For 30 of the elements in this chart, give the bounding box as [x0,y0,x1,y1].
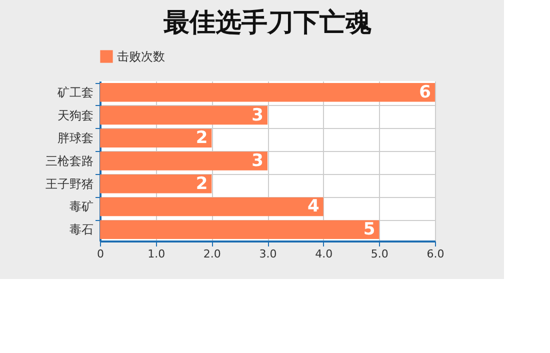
x-tick-label: 5.0 [370,248,388,260]
y-tick-label: 王子野猪 [46,176,94,191]
bar [100,197,324,216]
data-label: 3 [252,151,264,171]
data-label: 6 [419,82,431,102]
x-tick-label: 6.0 [426,248,444,260]
bar [100,152,268,170]
x-tick-label: 1.0 [148,248,166,260]
data-label: 2 [196,174,208,194]
y-tick-label: 矿工套 [56,85,94,100]
y-tick-label: 胖球套 [58,131,94,146]
x-tick-label: 0 [97,248,104,260]
y-tick-label: 三枪套路 [46,154,94,168]
data-label: 5 [363,220,376,240]
legend-label: 击败次数 [117,50,165,64]
y-tick-label: 毒矿 [70,200,94,214]
data-label: 4 [307,196,320,217]
x-tick-label: 4.0 [315,248,333,260]
bar [100,174,212,194]
y-tick-label: 毒石 [70,222,94,237]
bar [100,220,380,239]
x-tick-label: 3.0 [259,248,277,260]
chart-title: 最佳选手刀下亡魂 [162,8,372,38]
bar [100,83,435,102]
y-tick-label: 天狗套 [58,108,94,122]
bar [100,106,268,125]
data-label: 3 [252,105,264,126]
bar [100,128,212,148]
data-label: 2 [196,128,208,148]
x-tick-label: 2.0 [203,248,221,260]
